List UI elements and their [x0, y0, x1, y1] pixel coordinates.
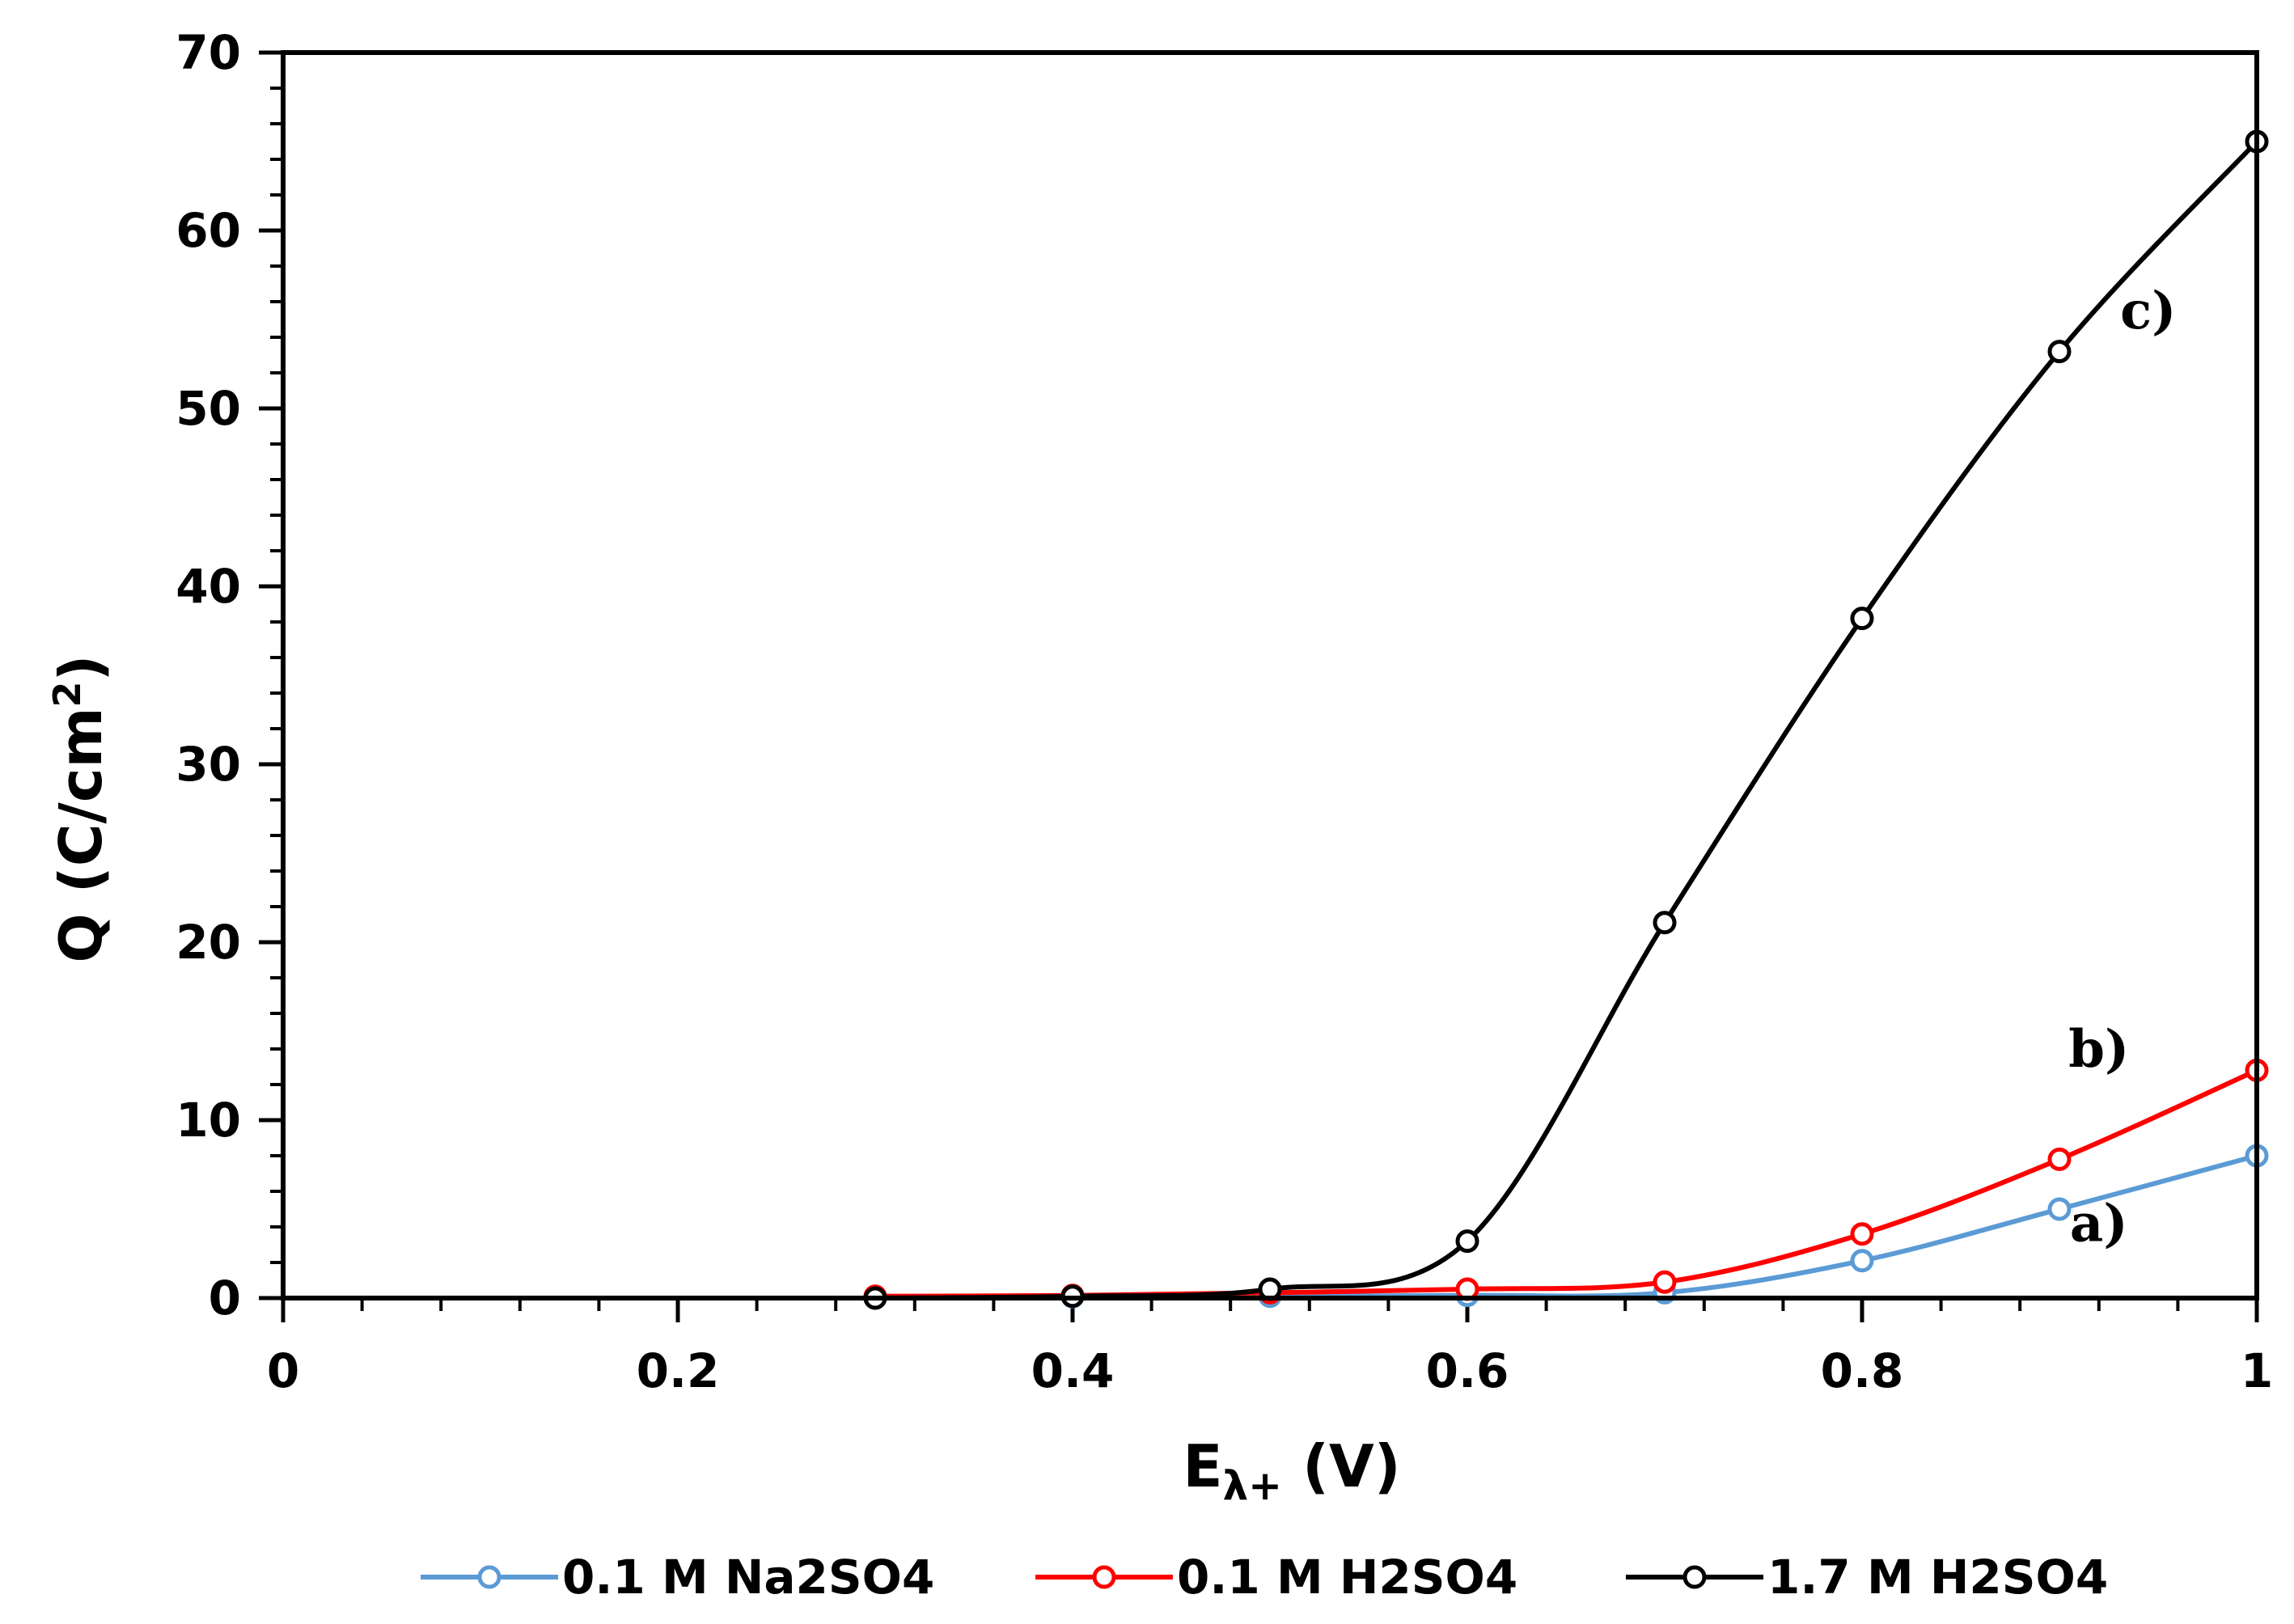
- plot-area-frame: [281, 50, 2259, 1300]
- data-point-series-1: [1850, 1222, 1874, 1246]
- data-point-series-0: [1850, 1249, 1874, 1273]
- legend: 0.1 M Na2SO4 0.1 M H2SO4 1.7 M H2SO4: [421, 1550, 2108, 1605]
- x-tick-label: 0.8: [1821, 1343, 1904, 1398]
- data-point-series-1: [1653, 1270, 1677, 1294]
- x-tick-label: 0.4: [1031, 1343, 1115, 1398]
- x-axis-title: Eλ+ (V): [1183, 1432, 1400, 1509]
- legend-label-1: 0.1 M H2SO4: [1177, 1550, 1517, 1605]
- y-tick-label: 0: [209, 1271, 241, 1326]
- y-tick-label: 40: [176, 559, 241, 614]
- y-tick-label: 50: [176, 381, 241, 436]
- data-point-series-0: [2047, 1197, 2072, 1221]
- series-points: [863, 129, 2269, 1310]
- y-axis-title-suffix: ): [47, 655, 115, 682]
- data-point-series-2: [1850, 607, 1874, 631]
- y-tick-label: 30: [176, 737, 241, 792]
- x-axis-title-suffix: (V): [1282, 1432, 1401, 1500]
- data-point-series-2: [1455, 1229, 1479, 1254]
- x-tick-label: 0.6: [1426, 1343, 1509, 1398]
- legend-label-2: 1.7 M H2SO4: [1767, 1550, 2108, 1605]
- y-tick-label: 10: [176, 1093, 241, 1148]
- minor-ticks: [270, 51, 2258, 1311]
- curve-annotation: a): [2070, 1194, 2128, 1254]
- legend-marker-1: [1092, 1565, 1116, 1589]
- series-line-0: [874, 1153, 2258, 1300]
- x-tick-label: 1: [2241, 1343, 2273, 1398]
- x-tick-label: 0.2: [637, 1343, 720, 1398]
- series-line-1: [874, 1068, 2258, 1299]
- y-axis-title: Q (C/cm2): [45, 655, 115, 963]
- annotations: a) b) c): [2068, 281, 2176, 1254]
- data-point-series-2: [2047, 340, 2072, 364]
- y-axis-title-main: Q (C/cm: [47, 707, 115, 962]
- series-line-2: [874, 139, 2259, 1300]
- y-tick-label: 60: [176, 203, 241, 258]
- curve-annotation: b): [2068, 1019, 2129, 1080]
- x-axis-title-main: E: [1183, 1432, 1222, 1500]
- legend-marker-0: [477, 1565, 502, 1589]
- data-point-series-1: [2047, 1147, 2072, 1171]
- major-ticks: [259, 50, 2259, 1322]
- legend-marker-2: [1682, 1565, 1707, 1589]
- y-tick-label: 70: [176, 25, 241, 80]
- y-axis-title-superscript: 2: [45, 681, 89, 707]
- series-lines: [874, 139, 2259, 1300]
- legend-label-0: 0.1 M Na2SO4: [562, 1550, 934, 1605]
- y-tick-label: 20: [176, 915, 241, 970]
- curve-annotation: c): [2120, 281, 2176, 341]
- x-tick-label: 0: [267, 1343, 299, 1398]
- data-point-series-2: [1653, 911, 1677, 935]
- x-axis-title-subscript: λ+: [1223, 1462, 1283, 1509]
